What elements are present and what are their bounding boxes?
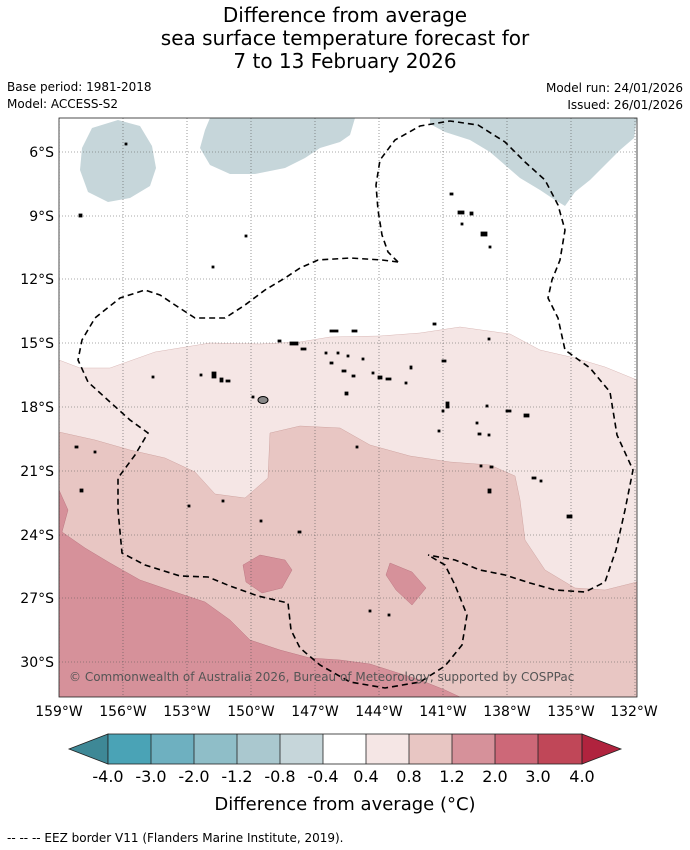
longitude-labels: 159°W 156°W 153°W 150°W 147°W 144°W 141°…: [35, 704, 658, 720]
lat-label: 30°S: [20, 655, 54, 671]
eez-border-french-polynesia: [375, 120, 634, 593]
lat-label: 21°S: [20, 464, 54, 480]
copyright-notice: © Commonwealth of Australia 2026, Bureau…: [69, 670, 574, 684]
colorbar-tick-label: -3.0: [135, 767, 167, 786]
colorbar-tick-label: -2.0: [178, 767, 210, 786]
colorbar-tick-label: 1.2: [439, 767, 465, 786]
colorbar-segment: [108, 734, 151, 764]
lon-label: 135°W: [547, 704, 595, 720]
lon-label: 144°W: [355, 704, 403, 720]
cool-region-northwest: [80, 120, 156, 202]
lon-label: 138°W: [483, 704, 531, 720]
lat-label: 24°S: [20, 528, 54, 544]
title-line-1: Difference from average: [222, 3, 468, 27]
island-tahiti: [257, 396, 269, 404]
anomaly-patch-a: [242, 554, 293, 594]
colorbar-segment: [538, 734, 582, 764]
islands: [74, 142, 573, 617]
lon-label: 141°W: [419, 704, 467, 720]
eez-legend-note: -- -- -- EEZ border V11 (Flanders Marine…: [7, 831, 344, 845]
colorbar-tick-label: 0.4: [353, 767, 379, 786]
cool-region-north: [200, 118, 355, 174]
lat-label: 15°S: [20, 336, 54, 352]
lon-label: 150°W: [227, 704, 275, 720]
lon-label: 153°W: [163, 704, 211, 720]
lon-label: 159°W: [35, 704, 83, 720]
colorbar-segment: [237, 734, 280, 764]
anomaly-region-1.2-2.0: [59, 489, 461, 697]
colorbar-tick-label: -0.8: [264, 767, 296, 786]
map-frame: [58, 117, 638, 698]
colorbar-tick-label: -0.4: [307, 767, 339, 786]
anomaly-patch-b: [385, 562, 427, 606]
colorbar-segment: [280, 734, 323, 764]
map-plot-area: © Commonwealth of Australia 2026, Bureau…: [59, 118, 637, 697]
colorbar-segment: [194, 734, 237, 764]
colorbar-tick-label: -1.2: [221, 767, 253, 786]
lon-label: 147°W: [291, 704, 339, 720]
colorbar-tick-label: 0.8: [396, 767, 422, 786]
colorbar-tick-label: -4.0: [92, 767, 124, 786]
lon-label: 156°W: [99, 704, 147, 720]
lat-label: 27°S: [20, 591, 54, 607]
lat-label: 6°S: [29, 145, 54, 161]
title-line-2: sea surface temperature forecast for: [160, 26, 530, 50]
cool-region-northeast: [430, 118, 637, 206]
colorbar-tick-label: 4.0: [569, 767, 595, 786]
colorbar-title: Difference from average (°C): [214, 794, 476, 815]
title-line-3: 7 to 13 February 2026: [233, 49, 457, 73]
colorbar-end-low: [67, 733, 109, 765]
colorbar-tick-label: 2.0: [482, 767, 508, 786]
colorbar-segment: [409, 734, 452, 764]
colorbar-segment: [495, 734, 538, 764]
lat-label: 9°S: [29, 209, 54, 225]
base-period: Base period: 1981-2018: [7, 80, 152, 94]
lat-label: 18°S: [20, 400, 54, 416]
colorbar-segment: [366, 734, 409, 764]
eez-border-cook-islands: [77, 257, 468, 689]
lon-label: 132°W: [610, 704, 658, 720]
model-name: Model: ACCESS-S2: [7, 97, 119, 111]
colorbar-end-high: [581, 733, 623, 765]
colorbar-segment: [151, 734, 194, 764]
issued-date: Issued: 26/01/2026: [567, 98, 683, 112]
colorbar-tick-label: 3.0: [525, 767, 551, 786]
model-run: Model run: 24/01/2026: [545, 81, 683, 95]
latitude-labels: 6°S 9°S 12°S 15°S 18°S 21°S 24°S 27°S 30…: [20, 145, 54, 671]
colorbar: [67, 733, 623, 765]
colorbar-segment: [323, 734, 366, 764]
lat-label: 12°S: [20, 272, 54, 288]
colorbar-segment: [452, 734, 495, 764]
